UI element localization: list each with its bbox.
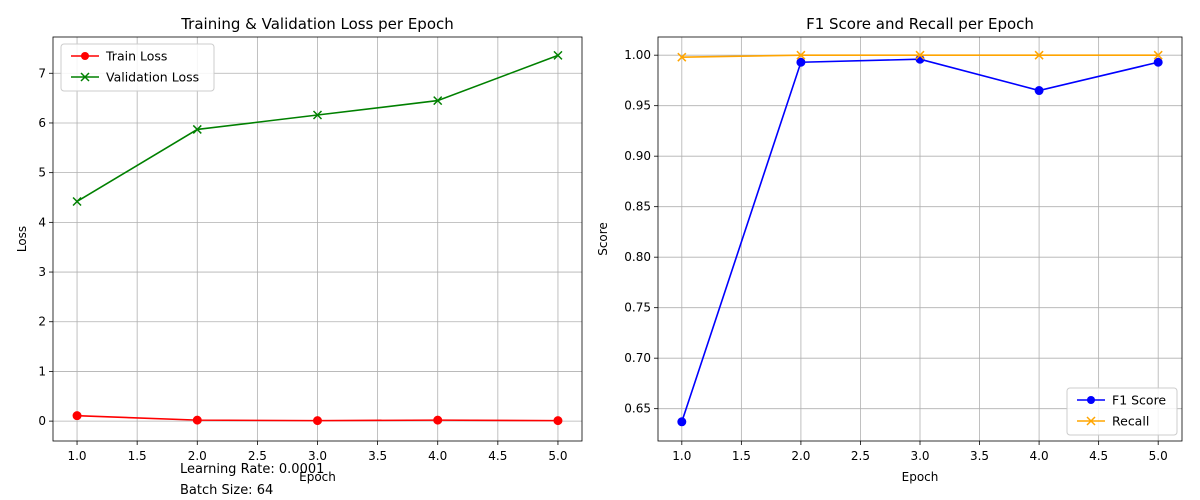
plot-frame <box>657 36 1183 442</box>
data-point <box>433 415 443 425</box>
y-tick-label: 0.90 <box>624 149 651 163</box>
data-point <box>553 416 563 426</box>
data-point <box>1034 50 1044 60</box>
x-tick-label: 3.5 <box>368 449 387 463</box>
legend-marker <box>80 72 90 82</box>
chart-title: F1 Score and Recall per Epoch <box>806 15 1034 33</box>
legend: Train Loss Validation Loss <box>60 43 215 92</box>
x-tick-label: 3.0 <box>910 449 929 463</box>
y-tick-label: 0.70 <box>624 351 651 365</box>
x-tick-label: 5.0 <box>548 449 567 463</box>
data-point <box>1153 57 1163 67</box>
x-tick-label: 4.5 <box>488 449 507 463</box>
data-point <box>72 196 82 207</box>
legend-marker <box>1087 396 1095 404</box>
data-point <box>72 411 82 421</box>
data-point <box>796 57 806 67</box>
x-tick-label: 1.0 <box>672 449 691 463</box>
x-axis-label: Epoch <box>299 470 336 484</box>
y-axis-label: Score <box>596 222 610 256</box>
data-point <box>553 50 563 60</box>
series-recall <box>677 50 1163 62</box>
y-tick-label: 0.85 <box>624 200 651 214</box>
x-tick-label: 2.5 <box>851 449 870 463</box>
legend-label: F1 Score <box>1112 393 1166 408</box>
y-tick-label: 5 <box>38 166 46 180</box>
x-tick-label: 1.5 <box>128 449 147 463</box>
data-point <box>677 417 687 427</box>
data-point <box>796 50 806 60</box>
legend: F1 Score Recall <box>1066 387 1178 436</box>
y-tick-label: 0.80 <box>624 250 651 264</box>
data-point <box>915 50 925 60</box>
legend-label: Train Loss <box>105 49 167 64</box>
legend-marker <box>1086 416 1096 426</box>
y-tick-label: 7 <box>38 66 46 80</box>
series-train-loss <box>72 411 563 426</box>
y-tick-label: 0 <box>38 414 46 428</box>
chart-2: 1.0 1.5 2.0 2.5 3.0 3.5 4.0 4.5 5.0 0.65 0.70 0.75 0… <box>596 15 1183 484</box>
y-tick-label: 0.65 <box>624 402 651 416</box>
x-tick-label: 1.5 <box>732 449 751 463</box>
batch-size-note: Batch Size: 64 <box>180 483 274 498</box>
x-tick-label: 4.0 <box>1030 449 1049 463</box>
legend-marker <box>81 52 89 60</box>
data-point <box>677 52 687 62</box>
y-tick-label: 4 <box>38 215 46 229</box>
data-point <box>1034 86 1044 96</box>
data-point <box>312 110 323 120</box>
x-tick-label: 4.0 <box>428 449 447 463</box>
x-axis-label: Epoch <box>902 470 939 484</box>
data-point <box>915 54 925 64</box>
chart-1: 1.0 1.5 2.0 2.5 3.0 3.5 4.0 4.5 5.0 0 1 2 3 4 5 6 7 Train… <box>15 15 583 484</box>
y-tick-label: 0.95 <box>624 99 651 113</box>
y-tick-label: 1 <box>38 364 46 378</box>
data-point <box>433 96 443 106</box>
legend-box <box>60 43 215 92</box>
x-tick-label: 2.0 <box>791 449 810 463</box>
data-point <box>192 124 202 134</box>
y-tick-label: 2 <box>38 315 46 329</box>
learning-rate-note: Learning Rate: 0.0001 <box>180 462 325 477</box>
data-point <box>313 416 322 426</box>
y-tick-label: 3 <box>38 265 46 279</box>
y-tick-label: 1.00 <box>624 48 651 62</box>
data-point <box>192 415 202 425</box>
x-tick-label: 2.5 <box>248 449 267 463</box>
series-validation-loss <box>72 50 563 207</box>
x-tick-label: 4.5 <box>1089 449 1108 463</box>
x-tick-label: 2.0 <box>188 449 207 463</box>
chart-title: Training & Validation Loss per Epoch <box>180 15 454 33</box>
series-f1-score <box>677 54 1163 427</box>
x-tick-label: 3.5 <box>970 449 989 463</box>
y-tick-label: 6 <box>38 116 46 130</box>
y-tick-label: 0.75 <box>624 301 651 315</box>
x-tick-label: 1.0 <box>67 449 86 463</box>
plot-frame <box>52 36 583 442</box>
y-axis-label: Loss <box>15 226 29 252</box>
x-tick-label: 5.0 <box>1149 449 1168 463</box>
legend-label: Validation Loss <box>106 70 199 85</box>
data-point <box>1153 50 1163 60</box>
legend-label: Recall <box>1112 414 1149 429</box>
x-tick-label: 3.0 <box>308 449 327 463</box>
